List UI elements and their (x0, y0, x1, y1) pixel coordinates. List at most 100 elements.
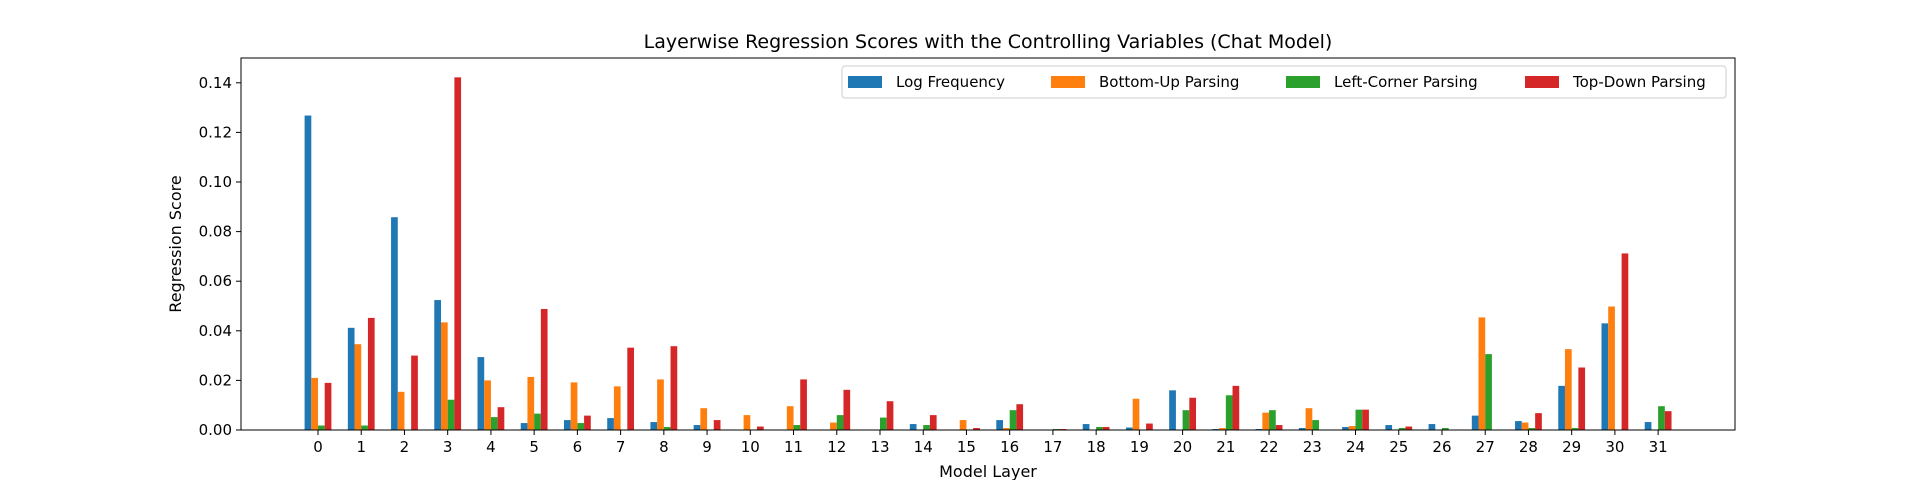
bar-left-corner-parsing-20 (1182, 410, 1190, 430)
bar-bottom-up-parsing-15 (959, 420, 967, 430)
bar-log-frequency-1 (347, 327, 355, 430)
x-axis: 0 1 2 3 4 5 6 7 8 9 10 11 12 13 14 15 16 17 18 19 20 21 22 23 24… (313, 430, 1668, 456)
bar-bottom-up-parsing-28 (1521, 422, 1529, 430)
x-tick-label: 20 (1173, 438, 1192, 456)
bar-bottom-up-parsing-30 (1608, 306, 1615, 430)
bar-top-down-parsing-3 (454, 77, 462, 430)
x-tick-label: 0 (313, 438, 323, 456)
legend-swatch (848, 76, 882, 88)
bar-bottom-up-parsing-4 (484, 380, 491, 430)
y-axis: 0.00 0.02 0.04 0.06 0.08 0.10 0.12 0.14 (199, 74, 241, 439)
bar-top-down-parsing-28 (1535, 413, 1542, 430)
y-tick-label: 0.10 (199, 173, 232, 191)
bar-left-corner-parsing-27 (1485, 354, 1492, 430)
bar-top-down-parsing-2 (411, 355, 418, 430)
bar-log-frequency-28 (1515, 421, 1522, 430)
bar-left-corner-parsing-13 (879, 417, 887, 430)
bar-bottom-up-parsing-0 (311, 377, 318, 430)
bar-log-frequency-14 (909, 424, 917, 430)
bar-log-frequency-8 (650, 422, 658, 430)
bar-log-frequency-30 (1601, 323, 1609, 430)
x-tick-label: 18 (1087, 438, 1106, 456)
bar-left-corner-parsing-6 (577, 423, 585, 430)
bar-left-corner-parsing-18 (1096, 427, 1103, 430)
y-axis-label: Regression Score (166, 175, 185, 312)
x-tick-label: 21 (1216, 438, 1235, 456)
bar-top-down-parsing-22 (1275, 425, 1283, 430)
bar-left-corner-parsing-8 (663, 427, 671, 430)
bar-log-frequency-25 (1385, 425, 1393, 430)
y-tick-label: 0.06 (199, 272, 232, 290)
bar-left-corner-parsing-12 (836, 415, 844, 430)
bar-left-corner-parsing-11 (793, 425, 801, 430)
chart-title: Layerwise Regression Scores with the Con… (644, 31, 1333, 53)
bar-bottom-up-parsing-3 (440, 322, 448, 430)
x-tick-label: 19 (1130, 438, 1149, 456)
x-tick-label: 3 (443, 438, 453, 456)
legend-label: Log Frequency (896, 73, 1005, 91)
bar-bottom-up-parsing-9 (700, 408, 708, 430)
y-tick-label: 0.14 (199, 74, 232, 92)
x-tick-label: 9 (702, 438, 712, 456)
bar-top-down-parsing-19 (1146, 423, 1153, 430)
bar-top-down-parsing-6 (584, 415, 591, 430)
bar-bottom-up-parsing-24 (1348, 426, 1356, 430)
bar-left-corner-parsing-14 (923, 425, 930, 430)
bar-left-corner-parsing-26 (1441, 428, 1449, 430)
y-tick-label: 0.08 (199, 223, 232, 241)
x-tick-label: 11 (784, 438, 803, 456)
x-tick-label: 25 (1389, 438, 1408, 456)
bar-bottom-up-parsing-23 (1305, 408, 1313, 430)
bar-top-down-parsing-30 (1621, 253, 1629, 430)
bar-left-corner-parsing-4 (490, 417, 498, 430)
bar-top-down-parsing-7 (627, 347, 635, 430)
bar-left-corner-parsing-0 (318, 425, 325, 430)
bar-log-frequency-18 (1082, 424, 1090, 430)
x-tick-label: 30 (1605, 438, 1624, 456)
plot-frame (240, 57, 1736, 431)
bar-log-frequency-24 (1342, 427, 1349, 430)
bar-log-frequency-23 (1298, 428, 1306, 430)
bar-bottom-up-parsing-6 (570, 382, 578, 430)
bar-left-corner-parsing-25 (1398, 428, 1406, 430)
bar-bottom-up-parsing-1 (354, 344, 362, 430)
bar-bottom-up-parsing-27 (1478, 317, 1486, 430)
x-tick-label: 16 (1000, 438, 1019, 456)
legend-frame (841, 65, 1727, 99)
legend-label: Top-Down Parsing (1572, 73, 1706, 91)
x-tick-label: 5 (529, 438, 539, 456)
x-tick-label: 28 (1519, 438, 1538, 456)
bar-bottom-up-parsing-12 (830, 422, 837, 430)
x-tick-label: 23 (1303, 438, 1322, 456)
legend-label: Bottom-Up Parsing (1099, 73, 1239, 91)
bar-log-frequency-7 (607, 418, 614, 430)
bar-top-down-parsing-12 (843, 389, 851, 430)
bar-left-corner-parsing-3 (447, 399, 455, 430)
x-tick-label: 31 (1649, 438, 1668, 456)
bar-log-frequency-16 (996, 420, 1003, 430)
bar-bottom-up-parsing-8 (657, 379, 664, 430)
x-tick-label: 26 (1432, 438, 1451, 456)
bar-log-frequency-27 (1471, 415, 1479, 430)
legend-swatch (1525, 76, 1559, 88)
x-tick-label: 8 (659, 438, 669, 456)
bar-log-frequency-0 (304, 115, 312, 430)
bar-bottom-up-parsing-11 (786, 406, 794, 430)
y-tick-label: 0.04 (199, 322, 232, 340)
x-tick-label: 24 (1346, 438, 1365, 456)
bar-top-down-parsing-1 (367, 317, 375, 430)
bar-log-frequency-2 (391, 217, 398, 430)
bar-top-down-parsing-14 (929, 415, 937, 430)
bar-bottom-up-parsing-16 (1002, 428, 1010, 430)
x-tick-label: 17 (1043, 438, 1062, 456)
bar-bottom-up-parsing-21 (1219, 428, 1226, 430)
bar-top-down-parsing-18 (1102, 427, 1110, 430)
bar-log-frequency-9 (693, 425, 701, 430)
bar-left-corner-parsing-28 (1528, 428, 1536, 430)
bar-left-corner-parsing-16 (1009, 410, 1017, 430)
bar-top-down-parsing-15 (973, 428, 980, 430)
bar-log-frequency-4 (477, 357, 485, 430)
bar-bottom-up-parsing-2 (397, 391, 405, 430)
y-tick-label: 0.02 (199, 371, 232, 389)
